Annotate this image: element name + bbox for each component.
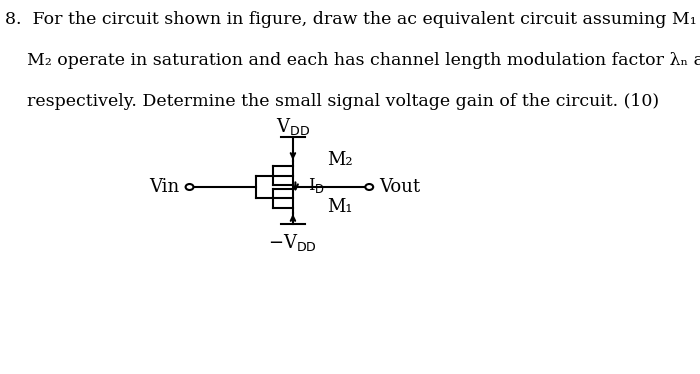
Text: I$_{\rm D}$: I$_{\rm D}$: [308, 176, 325, 194]
Text: respectively. Determine the small signal voltage gain of the circuit. (10): respectively. Determine the small signal…: [5, 94, 659, 110]
Text: M₂: M₂: [328, 151, 353, 169]
Text: V$_{\rm DD}$: V$_{\rm DD}$: [276, 116, 310, 137]
Text: M₁: M₁: [328, 197, 353, 216]
Text: 8.  For the circuit shown in figure, draw the ac equivalent circuit assuming M₁ : 8. For the circuit shown in figure, draw…: [5, 11, 700, 28]
Text: M₂ operate in saturation and each has channel length modulation factor λₙ and λₚ: M₂ operate in saturation and each has ch…: [5, 52, 700, 69]
Text: $-$V$_{\rm DD}$: $-$V$_{\rm DD}$: [269, 232, 317, 253]
Text: Vin: Vin: [149, 178, 180, 196]
Text: Vout: Vout: [379, 178, 420, 196]
